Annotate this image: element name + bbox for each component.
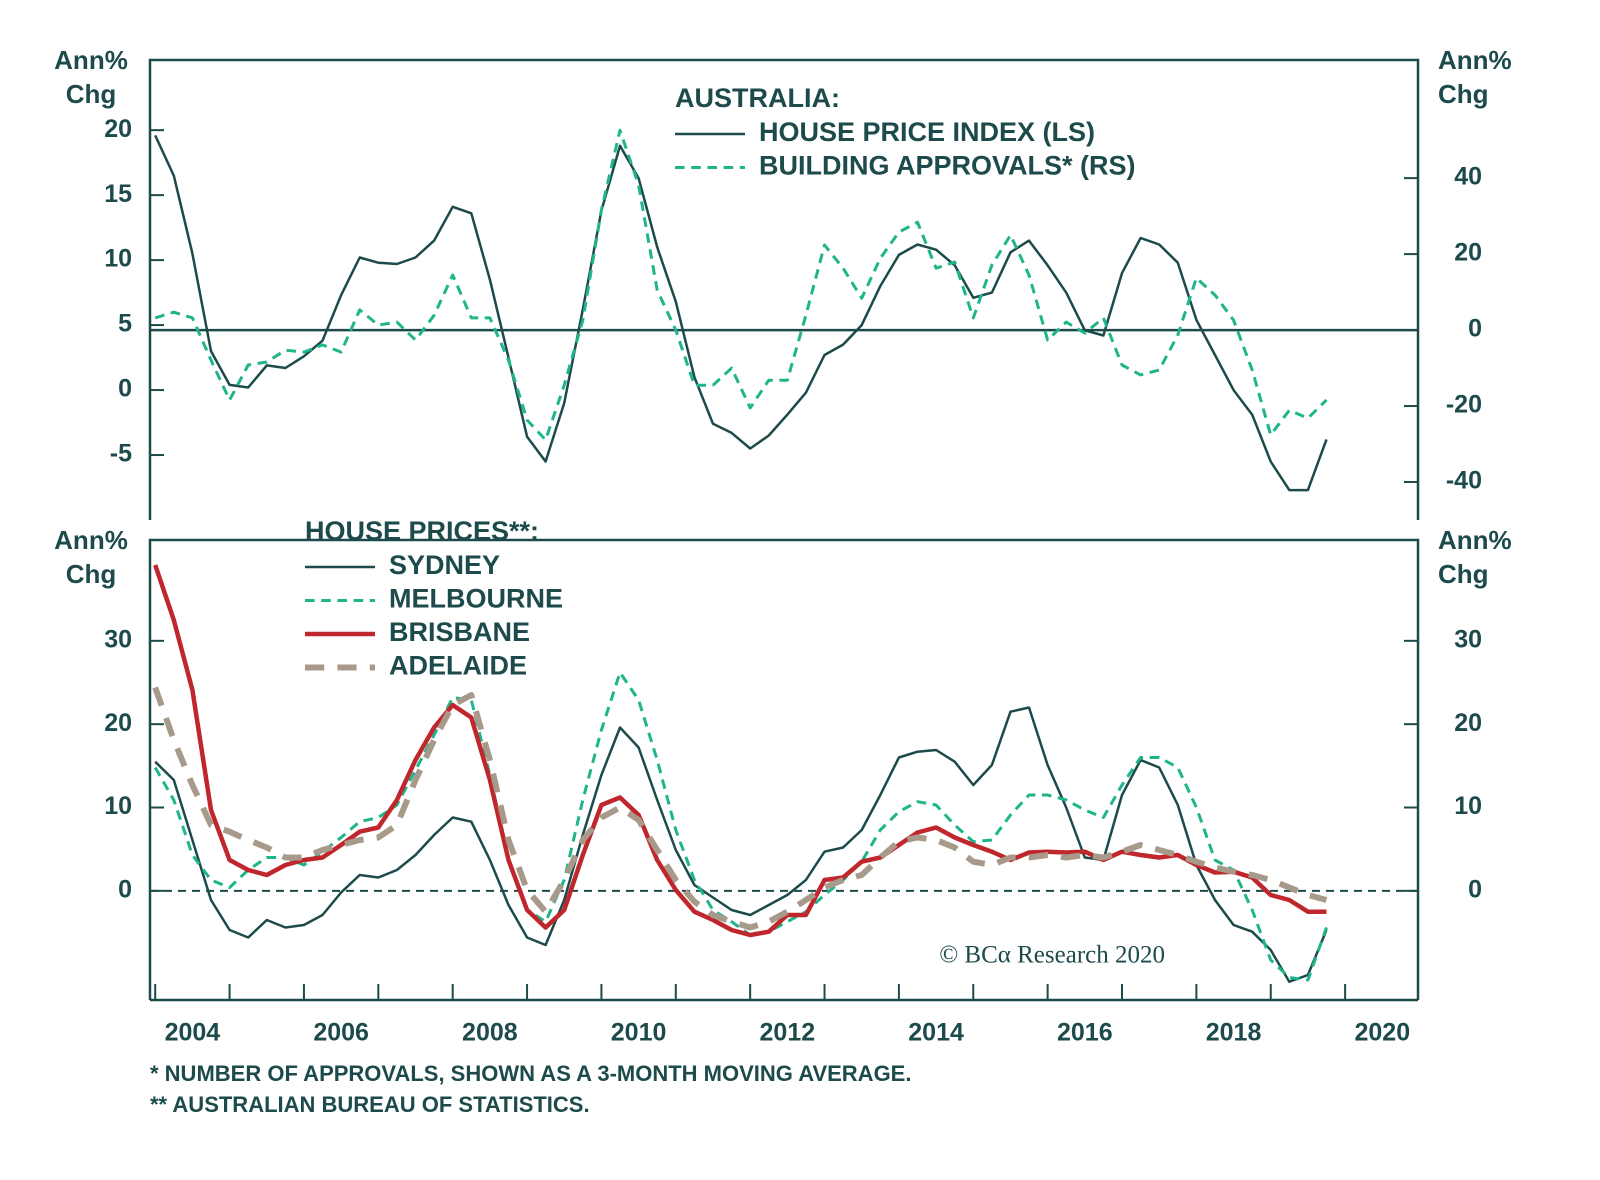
x-tick-label: 2014 — [908, 1019, 964, 1047]
y-tick-label: 20 — [104, 115, 132, 143]
footnote: * NUMBER OF APPROVALS, SHOWN AS A 3-MONT… — [150, 1061, 911, 1086]
legend-title: AUSTRALIA: — [675, 83, 840, 113]
frame — [148, 58, 1420, 520]
y2-axis-label: Chg — [1438, 79, 1489, 109]
line-series — [152, 686, 1328, 931]
y-axis-label: Chg — [66, 559, 117, 589]
y2-axis-label: Ann% — [1438, 45, 1512, 75]
legend-label: BRISBANE — [389, 617, 530, 647]
y2-tick-label: -40 — [1446, 467, 1482, 495]
y2-axis-label: Ann% — [1438, 525, 1512, 555]
line-series — [153, 564, 1327, 938]
footnote: ** AUSTRALIAN BUREAU OF STATISTICS. — [150, 1092, 590, 1117]
y-axis-label: Ann% — [54, 45, 128, 75]
y2-tick-label: -20 — [1446, 391, 1482, 419]
y2-tick-label: 0 — [1468, 315, 1482, 343]
y2-tick-label: 30 — [1454, 625, 1482, 653]
line-series — [154, 128, 1328, 442]
y-tick-label: 5 — [118, 310, 132, 338]
y2-tick-label: 20 — [1454, 709, 1482, 737]
legend-label: ADELAIDE — [389, 651, 527, 681]
legend-title: HOUSE PRICES**: — [305, 516, 539, 546]
legend-label: BUILDING APPROVALS* (RS) — [759, 151, 1136, 181]
y2-tick-label: 20 — [1454, 239, 1482, 267]
legend-label: MELBOURNE — [389, 584, 563, 614]
line-series — [154, 706, 1328, 983]
credit: © BCα Research 2020 — [939, 942, 1165, 969]
y-tick-label: 0 — [118, 375, 132, 403]
x-tick-label: 2020 — [1354, 1019, 1410, 1047]
y-tick-label: 10 — [104, 792, 132, 820]
y-tick-label: -5 — [110, 440, 132, 468]
y-tick-label: 30 — [104, 625, 132, 653]
x-tick-label: 2010 — [611, 1019, 667, 1047]
y2-tick-label: 40 — [1454, 163, 1482, 191]
y-tick-label: 10 — [104, 245, 132, 273]
y2-tick-label: 0 — [1468, 875, 1482, 903]
x-tick-label: 2008 — [462, 1019, 518, 1047]
legend-label: HOUSE PRICE INDEX (LS) — [759, 117, 1095, 147]
line-series — [154, 134, 1328, 492]
legend-label: SYDNEY — [389, 550, 500, 580]
y-tick-label: 20 — [104, 709, 132, 737]
y-axis-label: Chg — [66, 79, 117, 109]
y-tick-label: 0 — [118, 875, 132, 903]
x-tick-label: 2006 — [313, 1019, 369, 1047]
y2-axis-label: Chg — [1438, 559, 1489, 589]
y2-tick-label: 10 — [1454, 792, 1482, 820]
x-tick-label: 2004 — [165, 1019, 221, 1047]
y-axis-label: Ann% — [54, 525, 128, 555]
frame — [148, 538, 1420, 1002]
x-tick-label: 2018 — [1206, 1019, 1262, 1047]
y-tick-label: 15 — [104, 180, 132, 208]
x-tick-label: 2012 — [760, 1019, 816, 1047]
line-series — [153, 671, 1328, 982]
x-tick-label: 2016 — [1057, 1019, 1113, 1047]
